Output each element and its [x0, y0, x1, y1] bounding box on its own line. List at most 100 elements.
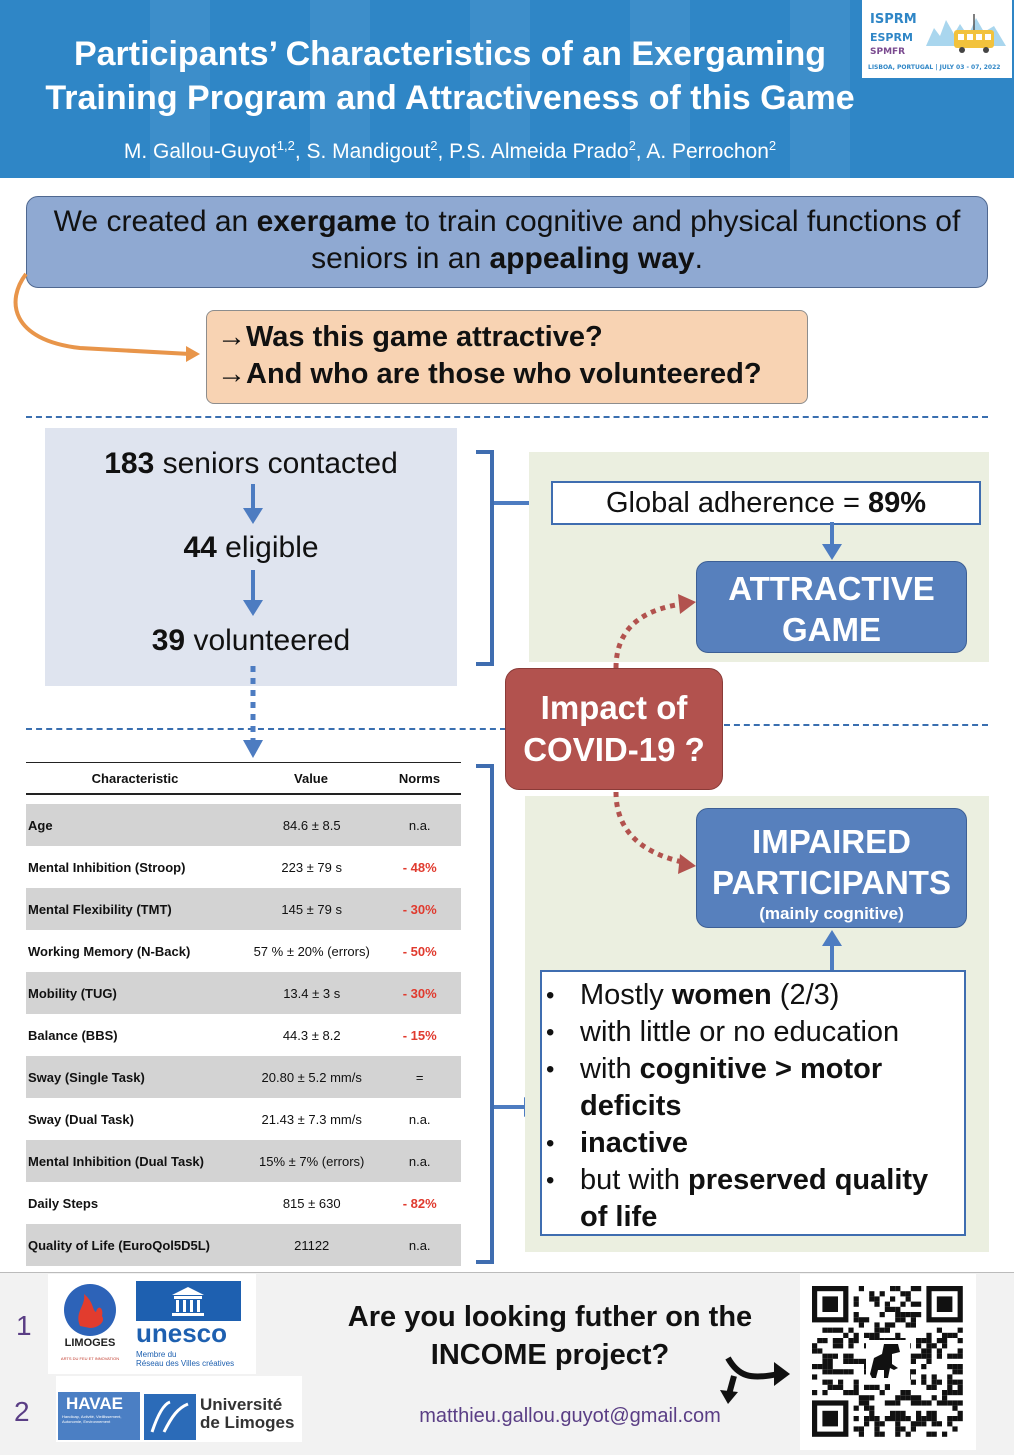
- eligible-count: 44 eligible: [45, 531, 457, 565]
- authors-line: M. Gallou-Guyot1,2, S. Mandigout2, P.S. …: [123, 138, 777, 163]
- dotted-arrow-icon: [613, 791, 683, 865]
- characteristic-cell: Mental Inhibition (Dual Task): [28, 1153, 204, 1169]
- curved-arrow-icon: [13, 272, 200, 362]
- recruitment-flow-box: [45, 428, 457, 686]
- norm-cell: =: [415, 1069, 424, 1085]
- question-text: Was this game attractive?: [246, 321, 603, 353]
- norm-cell: n.a.: [408, 817, 431, 833]
- affiliation-sup: 2: [628, 138, 636, 153]
- value-cell: 57 % ± 20% (errors): [253, 943, 370, 959]
- norm-cell: - 30%: [402, 901, 437, 917]
- flow-arrows: [243, 484, 263, 758]
- logo-text: Université: [200, 1395, 283, 1414]
- norm-cell: - 30%: [402, 985, 437, 1001]
- value-cell: 145 ± 79 s: [281, 901, 342, 917]
- count-number: 183: [104, 447, 155, 480]
- list-item: with cognitive > motor deficits: [542, 1051, 958, 1125]
- value-cell: 13.4 ± 3 s: [283, 985, 341, 1001]
- affiliation-sup: 2: [430, 138, 438, 153]
- value-cell: 21.43 ± 7.3 mm/s: [261, 1111, 362, 1127]
- norm-cell: - 82%: [402, 1195, 437, 1211]
- down-arrow-icon: [822, 522, 842, 560]
- characteristic-cell: Mental Flexibility (TMT): [28, 901, 172, 917]
- section-divider: [26, 728, 506, 730]
- box-line: IMPAIRED: [752, 823, 911, 860]
- characteristic-cell: Working Memory (N-Back): [28, 943, 191, 959]
- norm-cell: - 15%: [402, 1027, 437, 1043]
- adherence-value: 89%: [867, 487, 927, 519]
- author-name: S. Mandigout: [306, 140, 431, 163]
- table-row: Quality of Life (EuroQol5D5L) 21122 n.a.: [26, 1224, 461, 1266]
- adherence-label: Global adherence =: [605, 487, 868, 519]
- value-cell: 223 ± 79 s: [281, 859, 342, 875]
- adherence-box: Global adherence = 89%: [551, 481, 981, 525]
- logo-text: unesco: [136, 1318, 228, 1348]
- poster-title: Participants’ Characteristics of an Exer…: [0, 32, 900, 120]
- characteristics-table: Characteristic Value Norms Age 84.6 ± 8.5…: [26, 762, 461, 1266]
- logo-caption: Membre du Réseau des Villes créatives: [136, 1350, 234, 1368]
- limoges-logo-icon: [64, 1284, 116, 1336]
- value-cell: 815 ± 630: [282, 1195, 341, 1211]
- affiliation-sup: 1,2: [276, 138, 295, 153]
- count-label: volunteered: [185, 624, 351, 657]
- down-arrow-icon: [243, 600, 263, 616]
- table-row: Balance (BBS) 44.3 ± 8.2 - 15%: [26, 1014, 461, 1056]
- intro-bold: appealing way: [489, 242, 695, 275]
- norm-cell: - 48%: [402, 859, 437, 875]
- arrow-icon: →: [217, 358, 246, 390]
- dotted-arrow-icon: [678, 594, 696, 614]
- logo-caption-line: Membre du: [136, 1350, 177, 1359]
- qr-code[interactable]: [800, 1274, 976, 1450]
- header-decoration: [310, 0, 370, 178]
- attractive-game-box: ATTRACTIVE GAME: [696, 561, 967, 653]
- bracket-top: [476, 450, 494, 666]
- logo-text: HAVAE: [66, 1394, 123, 1413]
- logo-text: de Limoges: [200, 1413, 295, 1432]
- list-item: Mostly women (2/3): [542, 977, 958, 1014]
- section-divider: [724, 724, 988, 726]
- value-cell: 84.6 ± 8.5: [282, 817, 341, 833]
- bracket-bottom: [476, 764, 494, 1264]
- affiliation-number: 1: [16, 1310, 32, 1341]
- logo-text: LIMOGES: [64, 1337, 116, 1349]
- arrow-icon: →: [217, 321, 246, 353]
- logo-caption-line: Réseau des Villes créatives: [136, 1359, 235, 1368]
- characteristic-cell: Mobility (TUG): [28, 985, 117, 1001]
- characteristic-cell: Age: [28, 817, 53, 833]
- header-decoration: [790, 0, 850, 178]
- author-name: P.S. Almeida Prado: [449, 140, 629, 163]
- norm-cell: n.a.: [408, 1111, 431, 1127]
- impaired-participants-box: IMPAIRED PARTICIPANTS (mainly cognitive): [696, 808, 967, 928]
- table-row: Age 84.6 ± 8.5 n.a.: [26, 804, 461, 846]
- count-label: seniors contacted: [154, 447, 398, 480]
- author-name: A. Perrochon: [646, 140, 769, 163]
- header-decoration: [150, 0, 210, 178]
- participant-profile-list: Mostly women (2/3)with little or no educ…: [540, 970, 966, 1236]
- box-line: COVID-19 ?: [523, 731, 705, 768]
- cta-line: Are you looking futher on the: [347, 1301, 753, 1333]
- table-row: Mobility (TUG) 13.4 ± 3 s - 30%: [26, 972, 461, 1014]
- call-to-action: Are you looking futher on the INCOME pro…: [300, 1298, 800, 1374]
- table-row: Sway (Dual Task) 21.43 ± 7.3 mm/s n.a.: [26, 1098, 461, 1140]
- characteristic-cell: Mental Inhibition (Stroop): [28, 859, 186, 875]
- characteristic-cell: Sway (Single Task): [28, 1069, 145, 1085]
- contact-email[interactable]: matthieu.gallou.guyot@gmail.com: [419, 1405, 721, 1427]
- characteristic-cell: Sway (Dual Task): [28, 1111, 134, 1127]
- header-cell: Norms: [398, 770, 441, 786]
- affiliation-number: 2: [14, 1396, 30, 1427]
- questions-box: →Was this game attractive? →And who are …: [206, 310, 808, 404]
- author-name: M. Gallou-Guyot: [123, 140, 277, 163]
- table-body: Age 84.6 ± 8.5 n.a. Mental Inhibition (Stro…: [26, 804, 461, 1266]
- intro-text: .: [694, 242, 703, 275]
- box-line: ATTRACTIVE: [728, 570, 935, 607]
- value-cell: 15% ± 7% (errors): [259, 1153, 365, 1169]
- list-item: but with preserved quality of life: [542, 1162, 958, 1236]
- dotted-arrows: [613, 594, 696, 874]
- havae-logo-icon: HAVAE Handicap, Activité, Vieillissement…: [58, 1392, 140, 1440]
- dotted-arrow-icon: [613, 601, 683, 669]
- universite-limoges-logo-icon: [144, 1394, 196, 1440]
- unesco-logo-icon: [136, 1281, 241, 1321]
- count-label: eligible: [216, 531, 319, 564]
- norm-cell: - 50%: [402, 943, 437, 959]
- box-line: PARTICIPANTS: [712, 864, 951, 901]
